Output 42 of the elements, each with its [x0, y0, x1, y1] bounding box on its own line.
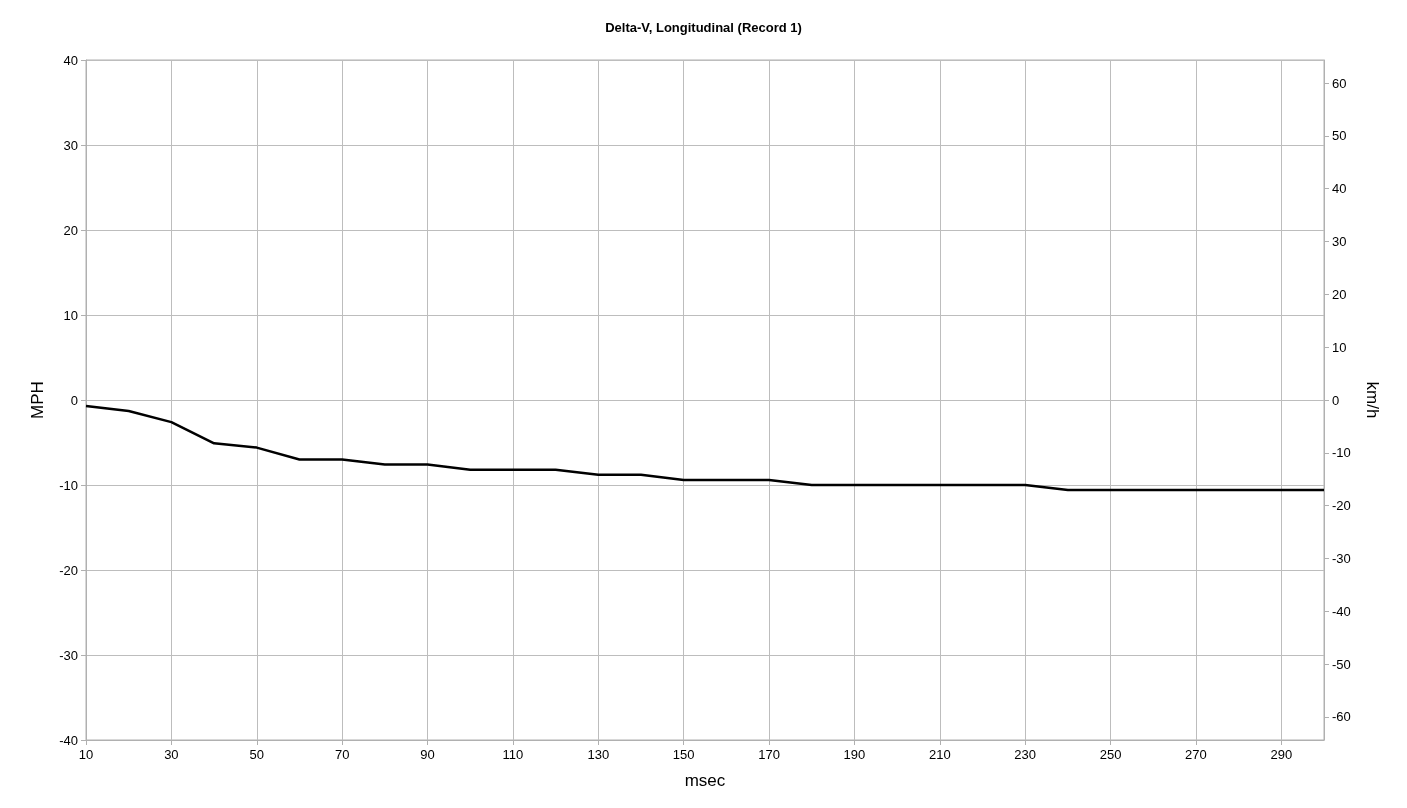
x-tick-label: 30 — [164, 747, 179, 762]
x-tick-label: 70 — [334, 747, 350, 762]
x-tick-label: 130 — [587, 747, 610, 762]
y2-tick-label: -10 — [1332, 445, 1351, 461]
y2-axis-title: km/h — [1363, 381, 1382, 419]
x-tick-label: 110 — [502, 747, 524, 762]
y2-tick-label: 40 — [1332, 181, 1347, 197]
x-tick-label: 150 — [672, 747, 695, 762]
y2-tick-label: 0 — [1332, 392, 1340, 408]
x-tick-label: 170 — [758, 747, 780, 762]
y2-tick-label: -30 — [1332, 550, 1351, 566]
x-axis-title: msec — [684, 771, 726, 790]
x-tick-label: 90 — [420, 747, 435, 762]
x-tick-label: 50 — [249, 747, 264, 762]
y-tick-label: 30 — [63, 137, 78, 153]
y-tick-label: -30 — [59, 647, 78, 663]
y-tick-label: 20 — [63, 222, 78, 238]
x-tick-label: 10 — [78, 747, 94, 762]
y2-tick-label: -50 — [1332, 656, 1351, 672]
line-series — [84, 404, 1326, 492]
y-axis-title: MPH — [28, 381, 47, 419]
x-tick-label: 270 — [1185, 747, 1207, 762]
y2-tick-label: -20 — [1332, 498, 1351, 514]
y2-tick-label: -60 — [1332, 709, 1351, 725]
x-tick-label: 210 — [928, 747, 951, 762]
y2-tick-label: 60 — [1332, 75, 1347, 91]
y2-tick-label: 20 — [1332, 286, 1347, 302]
x-tick-label: 190 — [843, 747, 866, 762]
y-tick-label: 0 — [70, 392, 78, 408]
y-tick-label: -40 — [59, 732, 78, 748]
y-tick-label: 40 — [63, 52, 78, 68]
y2-tick-label: -40 — [1332, 603, 1351, 619]
y2-tick-label: 30 — [1332, 234, 1347, 250]
y2-tick-label: 10 — [1332, 339, 1347, 355]
x-tick-label: 230 — [1014, 747, 1037, 762]
x-tick-label: 290 — [1270, 747, 1293, 762]
x-tick-label: 250 — [1099, 747, 1122, 762]
chart-title: Delta-V, Longitudinal (Record 1) — [605, 20, 802, 35]
y-tick-label: -10 — [59, 477, 78, 493]
y-tick-label: 10 — [63, 307, 78, 323]
y2-tick-label: 50 — [1332, 128, 1347, 144]
y-tick-label: -20 — [59, 562, 78, 578]
